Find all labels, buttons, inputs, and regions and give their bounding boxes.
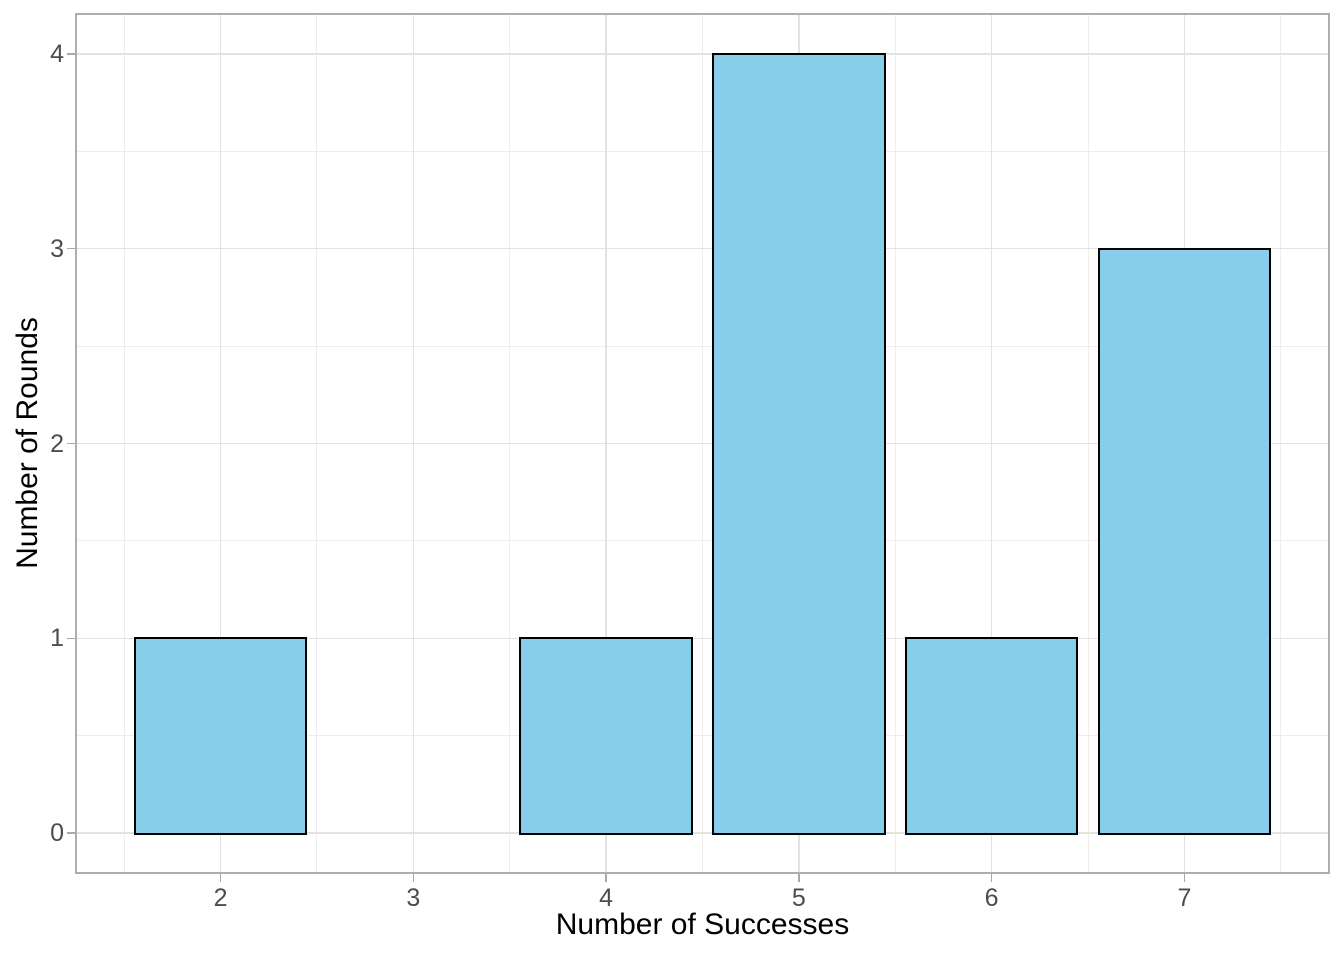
plot-panel [75, 13, 1330, 874]
gridline-minor-horizontal [77, 540, 1328, 542]
x-tick-label: 4 [599, 884, 614, 912]
x-tick-label: 5 [791, 884, 806, 912]
gridline-major-horizontal [77, 832, 1328, 834]
x-axis-tick [219, 874, 222, 882]
histogram-bar-x4 [519, 637, 693, 836]
gridline-major-horizontal [77, 637, 1328, 640]
gridline-major-horizontal [77, 442, 1328, 445]
y-axis-tick [67, 637, 75, 640]
x-tick-label: 2 [213, 884, 228, 912]
gridline-minor-horizontal [77, 345, 1328, 347]
x-axis-tick [605, 874, 607, 882]
y-tick-label: 4 [50, 39, 64, 68]
histogram-bar-x2 [133, 637, 308, 836]
histogram-bar-x7 [1097, 247, 1272, 836]
y-axis-tick [67, 832, 75, 834]
y-axis-tick [67, 442, 75, 445]
x-axis-title: Number of Successes [555, 908, 850, 941]
gridline-minor-horizontal [77, 735, 1328, 737]
x-axis-tick [412, 874, 415, 882]
x-tick-label: 3 [406, 884, 421, 912]
gridline-minor-horizontal [77, 150, 1328, 152]
x-axis-tick [798, 874, 800, 882]
y-tick-label: 1 [50, 624, 64, 653]
y-axis-tick [67, 247, 75, 250]
gridline-major-horizontal [77, 53, 1328, 55]
gridline-major-horizontal [77, 247, 1328, 250]
y-tick-label: 3 [50, 234, 64, 263]
histogram-bar-x6 [904, 637, 1079, 836]
x-tick-label: 7 [1177, 884, 1192, 912]
x-tick-label: 6 [984, 884, 999, 912]
x-axis-tick [1183, 874, 1186, 882]
y-axis-tick [67, 53, 75, 55]
y-tick-label: 0 [50, 819, 64, 848]
x-axis-tick [990, 874, 993, 882]
histogram-bar-x5 [712, 52, 886, 836]
y-tick-label: 2 [50, 429, 64, 458]
